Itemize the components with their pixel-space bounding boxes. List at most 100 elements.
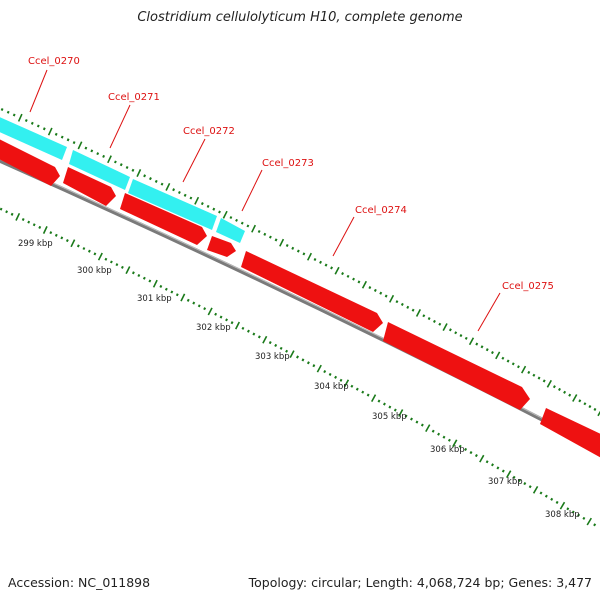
outer-tick-mark bbox=[229, 216, 233, 220]
inner-tick-mark bbox=[170, 290, 174, 294]
gene-ccel-0273-arrow[interactable] bbox=[216, 218, 245, 243]
gene-label[interactable]: Ccel_0270 bbox=[28, 56, 80, 67]
inner-tick-mark bbox=[398, 409, 404, 417]
inner-tick-mark bbox=[131, 271, 135, 275]
outer-tick-mark bbox=[346, 274, 350, 278]
inner-tick-mark bbox=[566, 507, 570, 511]
outer-tick-mark bbox=[583, 402, 587, 406]
outer-tick-mark bbox=[77, 141, 83, 150]
inner-tick-mark bbox=[506, 470, 512, 479]
inner-tick-mark bbox=[301, 358, 305, 362]
outer-tick-mark bbox=[47, 127, 53, 136]
outer-tick-mark bbox=[136, 169, 142, 178]
outer-tick-mark bbox=[588, 405, 592, 409]
inner-tick-mark bbox=[49, 231, 53, 235]
inner-tick-mark bbox=[21, 217, 25, 222]
outer-tick-mark bbox=[379, 291, 383, 295]
outer-tick-mark bbox=[246, 224, 250, 228]
outer-tick-mark bbox=[143, 174, 147, 178]
outer-tick-mark bbox=[442, 323, 448, 331]
inner-tick-mark bbox=[137, 273, 141, 278]
gene-label[interactable]: Ccel_0273 bbox=[262, 158, 314, 169]
inner-tick-mark bbox=[496, 466, 500, 470]
outer-tick-mark bbox=[433, 319, 436, 323]
inner-tick-mark bbox=[316, 364, 322, 373]
outer-tick-mark bbox=[361, 280, 368, 289]
gene-ccel-0273-rev-arrow[interactable] bbox=[207, 236, 236, 257]
outer-tick-mark bbox=[572, 394, 578, 402]
outer-tick-mark bbox=[30, 121, 34, 125]
gene-ccel-0275-a-arrow[interactable] bbox=[383, 322, 530, 410]
outer-tick-mark bbox=[6, 110, 10, 114]
gene-ccel-0271-arrow[interactable] bbox=[69, 150, 130, 190]
outer-tick-mark bbox=[517, 365, 520, 369]
outer-tick-mark bbox=[113, 160, 117, 164]
outer-tick-mark bbox=[480, 345, 484, 349]
gene-callout-line bbox=[109, 104, 131, 149]
outer-tick-mark bbox=[96, 152, 100, 156]
inner-tick-mark bbox=[5, 210, 9, 214]
gene-callout-line bbox=[29, 69, 48, 113]
gene-labels: Ccel_0270 Ccel_0271 Ccel_0272 Ccel_0273 … bbox=[28, 56, 554, 332]
outer-tick-mark bbox=[0, 107, 4, 112]
gene-ccel-0270-rev-arrow[interactable] bbox=[0, 137, 60, 186]
outer-tick-mark bbox=[558, 387, 561, 391]
outer-tick-mark bbox=[24, 118, 28, 123]
outer-tick-mark bbox=[330, 266, 333, 270]
inner-tick-mark bbox=[109, 260, 113, 264]
gene-ccel-0270-arrow[interactable] bbox=[0, 115, 67, 160]
inner-tick-mark bbox=[469, 451, 473, 455]
inner-tick-mark bbox=[70, 239, 76, 248]
outer-tick-mark bbox=[119, 163, 123, 167]
outer-tick-mark bbox=[102, 154, 106, 158]
inner-tick-mark bbox=[82, 247, 86, 251]
gene-ccel-0272-rev-arrow[interactable] bbox=[120, 193, 207, 245]
inner-tick-mark bbox=[186, 298, 190, 302]
gene-label[interactable]: Ccel_0275 bbox=[502, 281, 554, 292]
inner-tick-mark bbox=[361, 390, 365, 394]
outer-tick-mark bbox=[384, 294, 388, 298]
outer-tick-track bbox=[0, 107, 600, 417]
inner-tick-mark bbox=[334, 375, 338, 379]
outer-tick-mark bbox=[194, 196, 200, 205]
inner-tick-mark bbox=[152, 279, 158, 288]
gene-ccel-0272-arrow[interactable] bbox=[128, 179, 217, 230]
inner-tick-mark bbox=[355, 387, 359, 391]
gene-label[interactable]: Ccel_0271 bbox=[108, 92, 160, 103]
outer-tick-mark bbox=[306, 252, 313, 261]
outer-tick-mark bbox=[212, 207, 216, 211]
inner-tick-mark bbox=[532, 485, 539, 494]
inner-tick-mark bbox=[312, 364, 316, 368]
outer-tick-mark bbox=[406, 305, 410, 309]
inner-tick-mark bbox=[571, 510, 575, 514]
inner-tick-mark bbox=[142, 276, 146, 280]
outer-tick-mark bbox=[475, 342, 479, 346]
inner-tick-mark bbox=[388, 405, 392, 409]
forward-gene-track bbox=[0, 115, 245, 243]
gene-label[interactable]: Ccel_0274 bbox=[355, 205, 407, 216]
gene-label[interactable]: Ccel_0272 bbox=[183, 126, 235, 137]
gene-ccel-0275-b-arrow[interactable] bbox=[540, 408, 600, 460]
outer-tick-mark bbox=[183, 193, 187, 197]
genome-summary: Topology: circular; Length: 4,068,724 bp… bbox=[248, 575, 592, 590]
outer-tick-mark bbox=[368, 286, 372, 290]
outer-tick-mark bbox=[274, 238, 278, 242]
accession-label: Accession: NC_011898 bbox=[8, 575, 151, 590]
outer-tick-mark bbox=[395, 300, 399, 304]
outer-tick-mark bbox=[427, 317, 431, 321]
kbp-label: 308 kbp bbox=[545, 510, 580, 520]
outer-tick-mark bbox=[552, 385, 556, 389]
inner-tick-mark bbox=[410, 417, 413, 421]
inner-tick-mark bbox=[491, 463, 494, 467]
gene-ccel-0271-rev-arrow[interactable] bbox=[63, 167, 116, 206]
outer-tick-mark bbox=[454, 331, 458, 335]
inner-tick-mark bbox=[197, 304, 201, 308]
inner-tick-mark bbox=[10, 212, 14, 216]
outer-tick-mark bbox=[334, 266, 340, 275]
reverse-gene-track bbox=[0, 137, 600, 460]
outer-tick-mark bbox=[411, 308, 415, 312]
map-title: Clostridium cellulolyticum H10, complete… bbox=[137, 10, 463, 25]
outer-tick-mark bbox=[511, 362, 515, 366]
gene-ccel-0274-arrow[interactable] bbox=[241, 251, 383, 332]
